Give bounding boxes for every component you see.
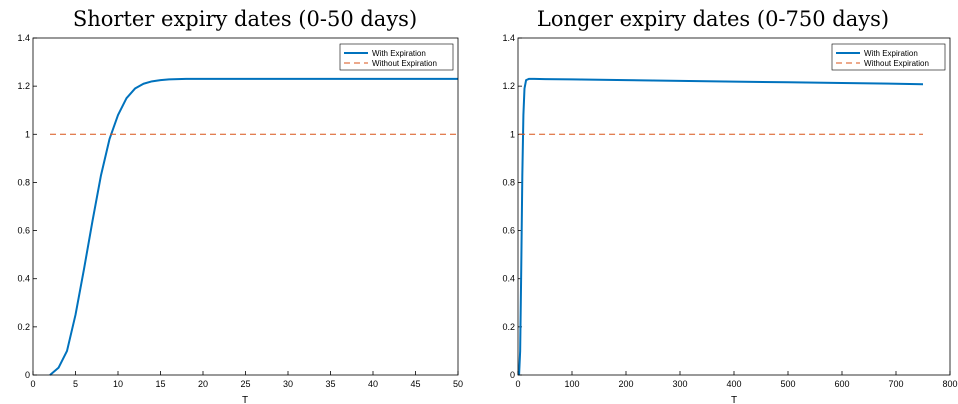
legend-label-without-expiration: Without Expiration xyxy=(372,59,437,68)
y-tick-label: 1 xyxy=(510,129,515,139)
x-tick-label: 400 xyxy=(726,379,741,389)
x-axis-label: T xyxy=(242,395,248,404)
axes-frame xyxy=(517,37,951,376)
chart-title: Longer expiry dates (0-750 days) xyxy=(537,7,889,31)
y-tick-label: 1 xyxy=(25,129,30,139)
x-tick-label: 5 xyxy=(73,379,78,389)
x-tick-label: 100 xyxy=(564,379,579,389)
x-axis-label: T xyxy=(731,395,737,404)
legend-box xyxy=(339,43,454,71)
y-tick-label: 0.4 xyxy=(502,274,515,284)
x-tick-label: 0 xyxy=(30,379,35,389)
x-tick-label: 10 xyxy=(113,379,123,389)
legend-label-without-expiration: Without Expiration xyxy=(864,59,929,68)
series-line-with-expiration xyxy=(49,77,458,376)
y-tick-label: 1.4 xyxy=(502,33,515,43)
x-tick-label: 500 xyxy=(780,379,795,389)
y-tick-label: 0.2 xyxy=(17,322,30,332)
x-tick-label: 20 xyxy=(198,379,208,389)
x-tick-label: 45 xyxy=(410,379,420,389)
tick-marks: 0 5 10 15 20 25 30 35 40 45 50 0 0.2 0.4 0.6 0.8 1 1.2 1.4 xyxy=(17,33,463,389)
x-tick-label: 700 xyxy=(888,379,903,389)
x-tick-label: 40 xyxy=(368,379,378,389)
y-tick-label: 0.4 xyxy=(17,274,30,284)
y-tick-label: 0.6 xyxy=(17,226,30,236)
chart-longer-expiry: Longer expiry dates (0-750 days) 0 100 200… xyxy=(502,7,957,404)
x-tick-label: 300 xyxy=(672,379,687,389)
legend: With Expiration Without Expiration xyxy=(339,43,454,71)
y-tick-label: 1.2 xyxy=(502,81,515,91)
legend-label-with-expiration: With Expiration xyxy=(864,49,918,58)
plot-series xyxy=(49,77,458,376)
y-tick-label: 0.2 xyxy=(502,322,515,332)
x-tick-label: 35 xyxy=(325,379,335,389)
x-tick-label: 30 xyxy=(283,379,293,389)
y-tick-label: 0.6 xyxy=(502,226,515,236)
axes-frame xyxy=(32,37,459,376)
plot-series xyxy=(518,77,924,376)
y-tick-label: 0 xyxy=(510,370,515,380)
legend-label-with-expiration: With Expiration xyxy=(372,49,426,58)
chart-title: Shorter expiry dates (0-50 days) xyxy=(73,7,417,31)
series-line-with-expiration xyxy=(518,77,924,376)
legend: With Expiration Without Expiration xyxy=(831,43,946,71)
y-tick-label: 1.4 xyxy=(17,33,30,43)
y-tick-label: 0.8 xyxy=(17,177,30,187)
x-tick-label: 200 xyxy=(618,379,633,389)
x-tick-label: 0 xyxy=(515,379,520,389)
x-tick-label: 50 xyxy=(453,379,463,389)
x-tick-label: 800 xyxy=(942,379,957,389)
x-tick-label: 25 xyxy=(240,379,250,389)
x-tick-label: 600 xyxy=(834,379,849,389)
chart-shorter-expiry: Shorter expiry dates (0-50 days) 0 5 10 15 2… xyxy=(17,7,463,404)
y-tick-label: 1.2 xyxy=(17,81,30,91)
tick-marks: 0 100 200 300 400 500 600 700 800 0 0.2 0.4 0.6 0.8 1 1… xyxy=(502,33,957,389)
y-tick-label: 0.8 xyxy=(502,177,515,187)
y-tick-label: 0 xyxy=(25,370,30,380)
x-tick-label: 15 xyxy=(155,379,165,389)
legend-box xyxy=(831,43,946,71)
